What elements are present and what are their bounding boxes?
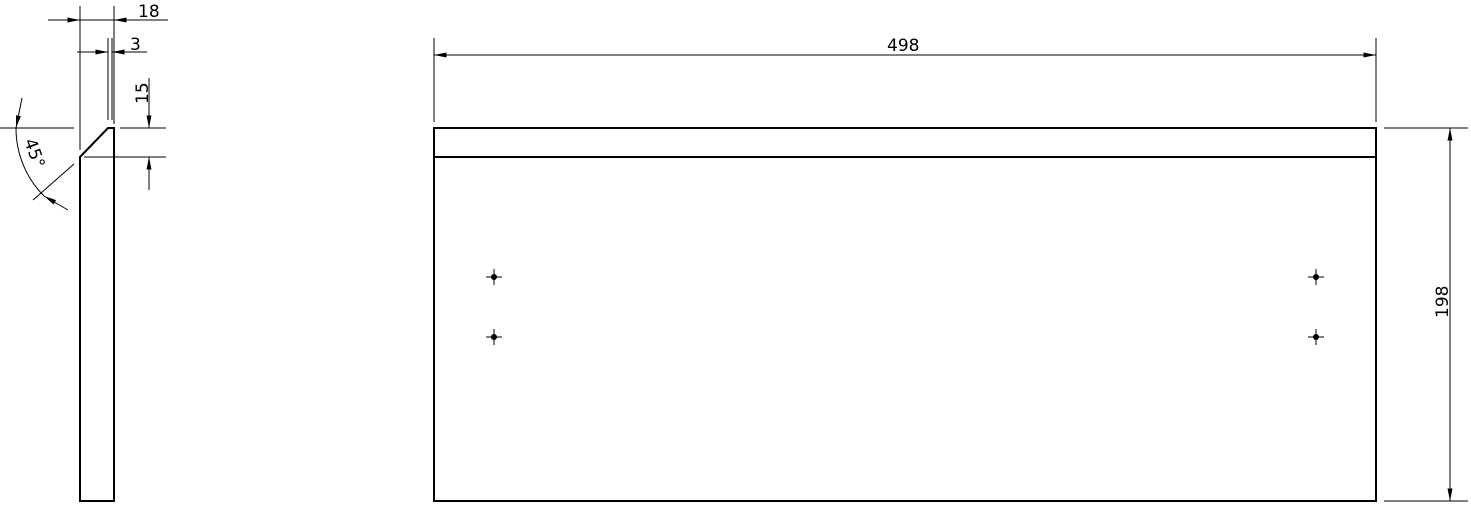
hole-marker — [486, 269, 502, 285]
front-panel-outline — [433, 127, 1377, 502]
side-profile-outline — [79, 127, 115, 502]
dim-198-label: 198 — [1433, 286, 1453, 318]
dim-3-label: 3 — [130, 35, 141, 55]
holes — [486, 269, 1324, 345]
angle-leader — [43, 195, 69, 211]
dim-15-label: 15 — [133, 82, 153, 104]
front-view: 498 198 — [433, 36, 1468, 502]
hole-marker — [1308, 269, 1324, 285]
dim-18-label: 18 — [138, 2, 160, 22]
extension-line — [32, 163, 75, 201]
hole-marker — [486, 329, 502, 345]
dim-498-label: 498 — [887, 36, 919, 56]
side-view: 18 3 15 45° — [0, 2, 168, 502]
hole-marker — [1308, 329, 1324, 345]
angle-arc — [15, 127, 45, 197]
angle-leader — [15, 97, 23, 129]
